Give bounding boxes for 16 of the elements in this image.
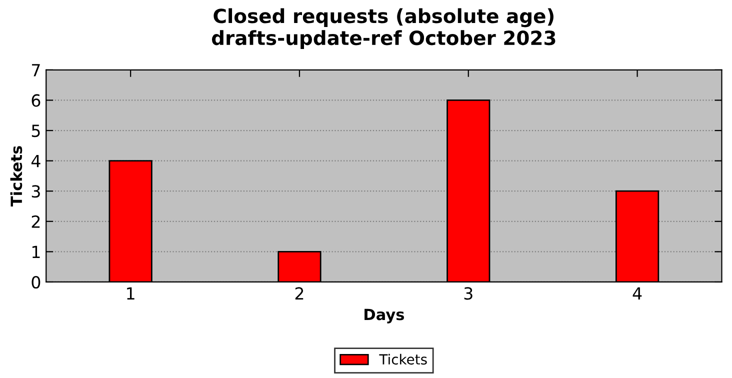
x-axis-title: Days (364, 308, 404, 324)
y-tick-label: 0 (32, 276, 40, 289)
y-tick-label: 1 (32, 246, 40, 258)
y-tick-label: 2 (32, 215, 40, 228)
y-tick-label: 7 (32, 64, 40, 76)
chart-title: Closed requests (absolute age) drafts-update-ref October 2023 (212, 8, 556, 49)
y-tick-label: 3 (32, 185, 40, 198)
x-tick-label: 1 (127, 287, 134, 300)
y-tick-label: 5 (32, 124, 40, 138)
y-tick-label: 6 (32, 94, 40, 107)
x-tick-label: 3 (464, 287, 472, 300)
x-tick-label: 4 (632, 287, 642, 300)
x-tick-label: 2 (295, 287, 304, 300)
legend-label: Tickets (379, 354, 427, 365)
y-tick-label: 4 (31, 154, 40, 168)
y-axis-title: Tickets (10, 146, 22, 206)
